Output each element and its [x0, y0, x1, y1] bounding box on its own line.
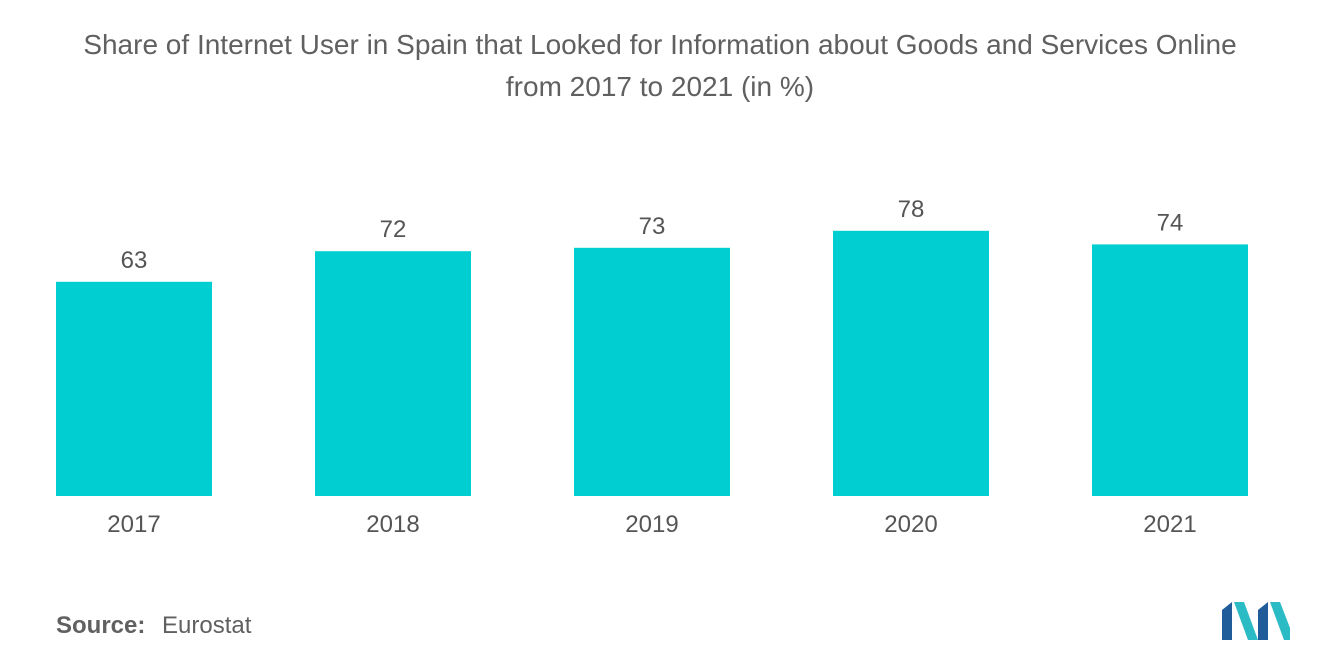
chart-title-line-2: from 2017 to 2021 (in %): [505, 71, 815, 102]
logo-shape: [1258, 602, 1268, 640]
chart-title-line-1: Share of Internet User in Spain that Loo…: [83, 29, 1237, 60]
source-note: Source: Eurostat: [56, 612, 251, 640]
logo-shape: [1222, 602, 1232, 640]
company-logo-icon: [1222, 602, 1290, 640]
bar-2020: [833, 230, 989, 497]
logo-shape: [1270, 602, 1290, 640]
bar-2021: [1092, 244, 1248, 496]
chart-title: Share of Internet User in Spain that Loo…: [0, 24, 1320, 108]
data-label-2017: 63: [121, 247, 148, 274]
logo-shape: [1234, 602, 1258, 640]
x-tick-label-2020: 2020: [884, 511, 937, 538]
x-tick-label-2017: 2017: [107, 511, 160, 538]
bar-2017: [56, 281, 212, 496]
data-label-2020: 78: [898, 196, 925, 223]
data-label-2021: 74: [1157, 209, 1184, 236]
data-label-2018: 72: [380, 216, 407, 243]
source-label: Source:: [56, 612, 146, 639]
source-value: Eurostat: [162, 612, 252, 639]
bar-2019: [574, 247, 730, 496]
x-tick-label-2019: 2019: [625, 511, 678, 538]
bar-2018: [315, 251, 471, 496]
x-tick-label-2018: 2018: [366, 511, 419, 538]
data-label-2019: 73: [639, 213, 666, 240]
x-tick-label-2021: 2021: [1143, 511, 1196, 538]
